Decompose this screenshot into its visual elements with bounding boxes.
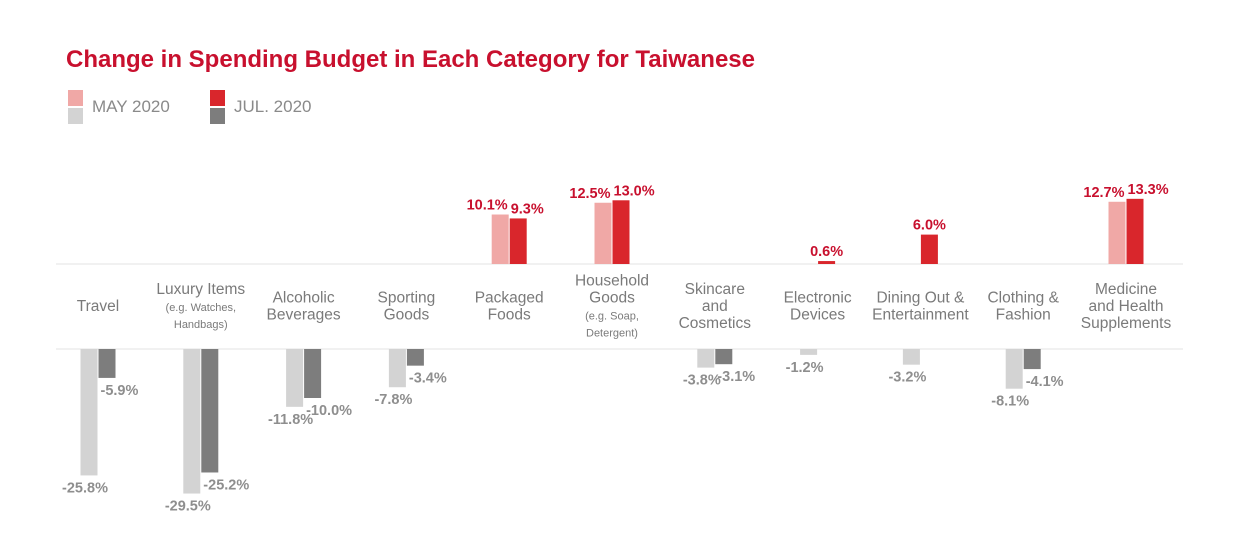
category-label: Fashion	[996, 307, 1051, 324]
bar-jul-2020	[304, 349, 322, 398]
bar-may-2020	[388, 349, 406, 388]
data-label-jul-2020: 9.3%	[511, 201, 544, 217]
category-label: Travel	[77, 298, 120, 315]
bar-jul-2020	[509, 218, 527, 264]
data-label-may-2020: -1.2%	[786, 360, 824, 376]
category-label: (e.g. Soap,	[585, 311, 639, 323]
data-label-may-2020: -3.2%	[888, 370, 926, 386]
bar-may-2020	[1005, 349, 1023, 389]
data-label-may-2020: 10.1%	[467, 198, 508, 214]
bar-may-2020	[183, 349, 201, 494]
data-label-jul-2020: 13.3%	[1128, 182, 1169, 198]
data-label-may-2020: -8.1%	[991, 394, 1029, 410]
bar-jul-2020	[612, 200, 630, 264]
data-label-may-2020: 12.5%	[569, 186, 610, 202]
data-label-may-2020: -7.8%	[374, 392, 412, 408]
legend-swatch-jul-increase	[210, 90, 225, 106]
data-label-may-2020: -11.8%	[268, 412, 313, 428]
category-label: Clothing &	[987, 290, 1059, 307]
category-label: Luxury Items	[156, 281, 245, 298]
legend-swatch-may-decrease	[68, 108, 83, 124]
legend-label-jul-2020: JUL. 2020	[234, 97, 312, 116]
legend-swatch-may-increase	[68, 90, 83, 106]
bar-jul-2020	[818, 261, 836, 264]
legend-swatch-jul-decrease	[210, 108, 225, 124]
category-label: Skincare	[685, 281, 745, 298]
bar-may-2020	[800, 349, 818, 355]
data-label-jul-2020: -4.1%	[1026, 374, 1064, 390]
legend-label-may-2020: MAY 2020	[92, 97, 170, 116]
category-label: Sporting	[378, 290, 436, 307]
data-label-may-2020: -3.8%	[683, 373, 721, 389]
bar-may-2020	[697, 349, 715, 368]
data-label-jul-2020: -10.0%	[306, 403, 352, 419]
category-label: Medicine	[1095, 281, 1157, 298]
category-label: Household	[575, 273, 649, 290]
category-label: Supplements	[1081, 315, 1172, 332]
chart-title: Change in Spending Budget in Each Catego…	[66, 46, 755, 73]
data-label-jul-2020: 0.6%	[810, 244, 843, 260]
bar-may-2020	[594, 202, 612, 264]
bar-may-2020	[491, 214, 509, 264]
data-label-jul-2020: 13.0%	[614, 183, 655, 199]
category-label: Entertainment	[872, 307, 969, 324]
bar-jul-2020	[201, 349, 219, 473]
bar-may-2020	[80, 349, 98, 476]
category-label: and	[702, 298, 728, 315]
category-label: Detergent)	[586, 328, 638, 340]
category-label: Alcoholic	[273, 290, 335, 307]
category-label: Handbags)	[174, 319, 228, 331]
bar-jul-2020	[920, 234, 938, 264]
bar-jul-2020	[715, 349, 733, 365]
category-label: Foods	[488, 307, 531, 324]
data-label-may-2020: -29.5%	[165, 499, 211, 515]
bar-jul-2020	[1126, 198, 1144, 264]
category-label: Dining Out &	[876, 290, 965, 307]
category-label: Electronic	[784, 290, 852, 307]
category-label: and Health	[1089, 298, 1164, 315]
bar-may-2020	[1108, 201, 1126, 264]
legend: MAY 2020 JUL. 2020	[66, 90, 346, 126]
category-label: Beverages	[267, 307, 341, 324]
category-label: Goods	[589, 290, 635, 307]
data-label-may-2020: 12.7%	[1083, 185, 1124, 201]
category-label: Goods	[384, 307, 430, 324]
data-label-jul-2020: -3.4%	[409, 371, 447, 387]
bar-jul-2020	[1023, 349, 1041, 370]
bar-may-2020	[902, 349, 920, 365]
data-label-may-2020: -25.8%	[62, 480, 108, 496]
data-label-jul-2020: 6.0%	[913, 218, 946, 234]
data-label-jul-2020: -3.1%	[717, 369, 755, 385]
data-label-jul-2020: -5.9%	[101, 383, 139, 399]
category-label: Packaged	[475, 290, 544, 307]
category-label: (e.g. Watches,	[166, 302, 237, 314]
category-label: Devices	[790, 307, 845, 324]
bar-may-2020	[286, 349, 304, 407]
bar-jul-2020	[406, 349, 424, 366]
data-label-jul-2020: -25.2%	[203, 477, 249, 493]
category-label: Cosmetics	[679, 315, 752, 332]
bar-jul-2020	[98, 349, 116, 378]
